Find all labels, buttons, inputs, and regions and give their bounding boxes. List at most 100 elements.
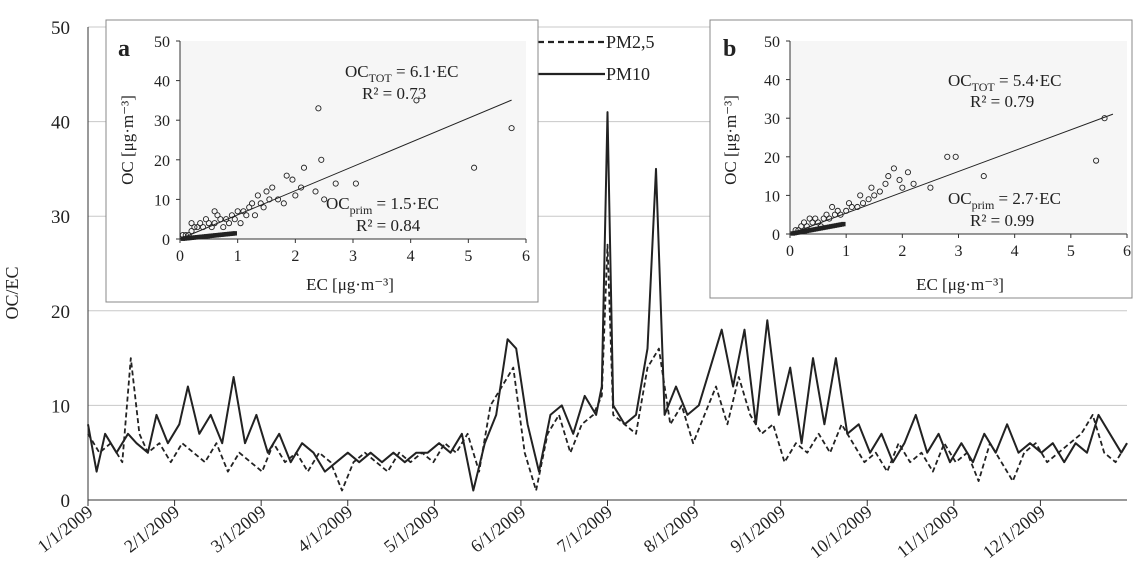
inset-b-scatter-point [865,196,872,203]
inset-b-panel-label: b [723,36,736,62]
inset-a-scatter-point [251,212,259,219]
inset-b-x-tick-label: 0 [786,243,794,260]
inset-b-x-axis-label: EC [μg·m⁻³] [916,275,1004,294]
inset-b-y-tick-label: 20 [764,150,780,167]
inset-a-scatter-point [214,212,221,219]
inset-b-plot-area [790,41,1127,234]
inset-a-y-tick-label: 30 [154,113,170,130]
inset-a-scatter-point [321,196,328,203]
inset-b-axes: 0 10 20 30 40 50 0 1 2 3 4 5 6 [764,34,1131,260]
pm25-series-line [87,243,1128,492]
inset-a-scatter-point [191,224,198,231]
inset-b-scatter-point [927,184,934,191]
inset-a-y-tick-label: 40 [154,74,170,91]
inset-a-scatter-point [228,212,235,219]
inset-a-eq-prim: OCprim = 1.5·EC [326,194,439,217]
inset-b-scatter-point [857,192,864,199]
inset-a-scatter-point [315,105,322,112]
inset-a-x-tick-label: 6 [522,248,530,265]
inset-a-plot-area [180,41,526,239]
inset-a-scatter-point [205,220,212,227]
inset-b-scatter-point [899,184,906,191]
main-y-tick-label: 50 [51,18,70,39]
inset-a-scatter-point [280,200,287,207]
inset-a-scatter-point [249,200,256,207]
inset-b-scatter-point [1093,157,1100,164]
inset-a-x-tick-label: 4 [407,248,415,265]
inset-b-x-tick-label: 3 [955,243,963,260]
main-y-tick-label: 40 [51,113,70,134]
main-x-tick-label: 3/1/2009 [207,501,270,556]
inset-a-y-tick-label: 50 [154,34,170,51]
inset-a-scatter-point [237,220,244,227]
main-y-tick-label: 20 [51,302,70,323]
inset-a-y-axis-label: OC [μg·m⁻³] [118,95,137,185]
inset-b-scatter-point [823,211,830,218]
main-x-tick-label: 7/1/2009 [553,501,616,556]
inset-a-total-regression-line [179,99,512,240]
inset-a-scatter-point [283,172,290,179]
main-y-axis-label: OC/EC [2,266,22,319]
main-y-tick-label: 30 [51,207,70,228]
inset-b-scatter-point [882,180,889,187]
inset-a-eq-tot: OCTOT = 6.1·EC [345,62,458,85]
inset-b-scatter-point [868,184,875,191]
inset-b-eq-prim: OCprim = 2.7·EC [948,189,1061,212]
inset-b-scatter-point [806,215,813,222]
inset-a-scatter-point [254,192,261,199]
inset-b-points [790,115,1108,236]
inset-a-axes: 0 10 20 30 40 50 0 1 2 3 4 5 6 [154,34,530,265]
inset-a-scatter-point [263,188,270,195]
inset-a-scatter-point [188,220,195,227]
inset-a-y-tick-label: 10 [154,192,170,209]
inset-b-r2-tot: R² = 0.79 [970,92,1034,111]
inset-b-x-tick-label: 4 [1011,243,1019,260]
pm10-series-line [87,111,1128,492]
inset-a-x-tick-label: 3 [349,248,357,265]
main-x-tick-labels: 1/1/2009 2/1/2009 3/1/2009 4/1/2009 5/1/2009… [34,500,1049,562]
inset-b-scatter-point [980,173,987,180]
main-x-tick-label: 9/1/2009 [726,501,789,556]
main-x-tick-label: 2/1/2009 [120,501,183,556]
inset-a-scatter-point [508,125,515,132]
inset-a-x-tick-label: 0 [176,248,184,265]
inset-a-scatter-point [243,212,250,219]
legend-pm25-label: PM2,5 [606,32,655,52]
main-x-tick-label: 4/1/2009 [293,501,356,556]
inset-a-scatter-point [471,164,478,171]
main-x-tick-label: 11/1/2009 [893,501,962,561]
inset-a-r2-tot: R² = 0.73 [362,84,426,103]
inset-a: a 0 10 20 30 40 50 0 1 2 3 4 5 6 EC [μg·m⁻³] OC [μg·… [105,19,539,303]
inset-b-scatter-point [809,219,816,226]
inset-a-scatter-point [318,156,325,163]
inset-b-x-tick-label: 2 [898,243,906,260]
inset-a-x-axis-label: EC [μg·m⁻³] [306,275,394,294]
inset-b-y-tick-label: 30 [764,111,780,128]
inset-b-scatter-point [859,200,867,207]
main-x-tick-label: 10/1/2009 [806,501,876,562]
inset-b-eq-tot: OCTOT = 5.4·EC [948,71,1061,94]
inset-b-scatter-point [910,180,917,187]
inset-a-scatter-point [289,176,296,183]
inset-b-scatter-point [896,176,903,184]
inset-a-scatter-point [413,97,420,104]
inset-b-y-tick-label: 50 [764,34,780,51]
main-x-tick-label: 6/1/2009 [467,501,530,556]
inset-a-r2-prim: R² = 0.84 [356,216,421,235]
inset-a-scatter-point [194,224,201,231]
inset-b-y-tick-label: 10 [764,188,780,205]
inset-a-scatter-point [260,204,267,211]
inset-b-scatter-point [829,203,836,211]
inset-a-scatter-point [231,216,238,223]
inset-b-scatter-point [904,169,912,176]
inset-a-regression-lines [179,99,512,240]
inset-a-y-tick-label: 20 [154,153,170,170]
inset-b-x-tick-label: 1 [842,243,850,260]
inset-b: b 0 10 20 30 40 50 0 1 2 3 4 5 6 EC [μg·m⁻³] OC [μg·… [709,19,1133,299]
main-y-tick-labels: 0 10 20 30 40 50 [51,18,70,512]
inset-b-y-axis-label: OC [μg·m⁻³] [721,95,740,185]
inset-b-scatter-point [834,207,841,214]
inset-a-scatter-point [225,220,233,227]
inset-b-scatter-point [944,153,951,160]
